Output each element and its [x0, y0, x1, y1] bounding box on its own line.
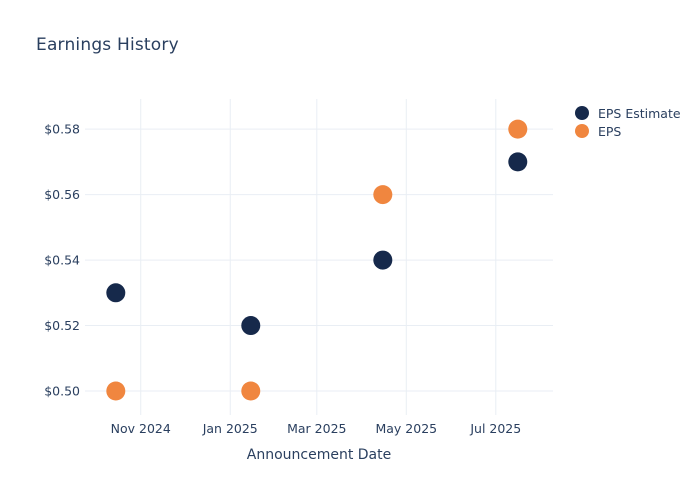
x-tick-label: Nov 2024	[111, 421, 171, 436]
point-eps	[508, 119, 528, 139]
point-eps-estimate	[241, 316, 261, 336]
legend-label-eps: EPS	[598, 123, 622, 139]
x-axis-title: Announcement Date	[246, 447, 392, 463]
legend-item-eps-estimate[interactable]: EPS Estimate	[575, 104, 681, 122]
x-tick-label: May 2025	[375, 421, 437, 436]
y-tick-label: $0.52	[44, 318, 80, 333]
y-tick-label: $0.50	[44, 384, 80, 399]
y-tick-label: $0.54	[44, 253, 80, 268]
point-eps	[373, 185, 393, 205]
point-eps-estimate	[373, 250, 393, 270]
y-tick-label: $0.56	[44, 187, 80, 202]
x-tick-label: Jul 2025	[469, 421, 521, 436]
y-tick-label: $0.58	[44, 122, 80, 137]
x-tick-label: Jan 2025	[202, 421, 258, 436]
point-eps-estimate	[106, 283, 126, 303]
chart-title: Earnings History	[36, 35, 179, 55]
legend-item-eps[interactable]: EPS	[575, 122, 681, 140]
legend-label-eps-estimate: EPS Estimate	[598, 105, 681, 121]
x-tick-label: Mar 2025	[287, 421, 346, 436]
legend-marker-eps-estimate-icon	[575, 106, 589, 120]
point-eps	[106, 381, 126, 401]
point-eps	[241, 381, 261, 401]
point-eps-estimate	[508, 152, 528, 172]
legend: EPS Estimate EPS	[575, 104, 681, 140]
legend-marker-eps-icon	[575, 124, 589, 138]
